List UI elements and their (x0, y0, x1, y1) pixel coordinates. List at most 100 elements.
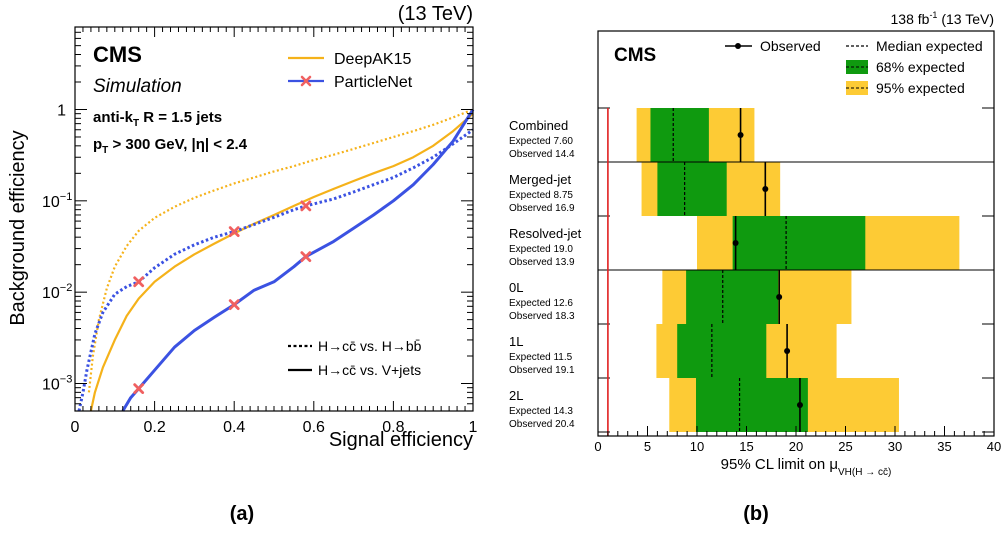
limit-chart: 138 fb-1 (13 TeV) 0 5 10 15 20 25 30 35 40 Combi… (509, 10, 1001, 525)
x-tick-label: 0.2 (143, 419, 165, 436)
limit-axis-ticks: 0 5 10 15 20 25 30 35 40 (594, 426, 1001, 454)
limit-x-tick-label: 20 (789, 439, 803, 454)
y-tick-label: 1 (57, 102, 66, 119)
limit-x-tick-label: 15 (739, 439, 753, 454)
band68-2l (696, 378, 808, 432)
particlenet-marker-4 (228, 299, 240, 311)
category-expected-combined: Expected 7.60 (509, 136, 573, 147)
category-expected-0l: Expected 12.6 (509, 298, 573, 309)
roc-curves (77, 108, 475, 412)
particlenet-marker-stroke (228, 226, 240, 238)
observed-point-2l (796, 402, 803, 408)
limit-lines (598, 107, 994, 436)
limit-x-tick-label: 40 (987, 439, 1001, 454)
particlenet-marker-stroke (228, 299, 240, 311)
y-tick-label: 10−2 (42, 282, 72, 302)
y-tick-label-base: 10 (42, 285, 60, 302)
lumi-label-b: (13 TeV) (937, 11, 994, 27)
y-tick-label-base: 10 (42, 377, 60, 394)
legend-particlenet-label: ParticleNet (334, 74, 413, 91)
y-tick-label-exp: −3 (60, 374, 73, 386)
jet-label-sub: T (133, 118, 139, 129)
cut-label-rest: > 300 GeV, |η| < 2.4 (108, 136, 247, 153)
x-tick-label: 0.8 (382, 419, 404, 436)
limit-x-tick-label: 0 (594, 439, 601, 454)
particlenet-marker-2 (300, 200, 312, 212)
jet-label: anti-kT R = 1.5 jets (93, 109, 222, 129)
limit-x-tick-label: 5 (644, 439, 651, 454)
band68-merged-jet (657, 162, 727, 216)
category-name-combined: Combined (509, 118, 568, 133)
cut-label-sub: T (102, 145, 108, 156)
legend-68-label: 68% expected (876, 59, 965, 75)
y-tick-label-exp: −1 (60, 191, 73, 203)
jet-label-rest: R = 1.5 jets (139, 109, 222, 126)
caption-a: (a) (230, 503, 254, 525)
particlenet-marker-stroke (133, 383, 145, 394)
energy-label: (13 TeV) (398, 3, 473, 25)
observed-point-0l (776, 294, 783, 300)
limit-x-tick-label: 30 (888, 439, 902, 454)
x-tick-label: 0.4 (223, 419, 245, 436)
category-expected-merged-jet: Expected 8.75 (509, 190, 573, 201)
roc-curve-particlenet-dotted (77, 128, 474, 412)
particlenet-marker-3 (133, 383, 145, 394)
jet-label-main: anti-k (93, 109, 134, 126)
category-observed-0l: Observed 18.3 (509, 311, 575, 322)
x-tick-label: 0 (71, 419, 80, 436)
observed-point-combined (737, 132, 744, 138)
particlenet-marker-stroke (300, 251, 312, 263)
limit-x-axis-title: 95% CL limit on μVH(H → cc̄) (721, 456, 892, 478)
band68-resolved-jet (732, 216, 866, 270)
category-name-merged-jet: Merged-jet (509, 172, 572, 187)
legend-95-label: 95% expected (876, 80, 965, 96)
limit-x-axis-title-sub: VH(H → cc̄) (838, 467, 891, 478)
category-observed-1l: Observed 19.1 (509, 365, 575, 376)
band68-1l (677, 324, 767, 378)
legend-observed-label: Observed (760, 38, 821, 54)
legend-hcc-vs-hbb: H→cc̄ vs. H→bb̄ (318, 338, 422, 354)
lumi-label-a: 138 fb (891, 11, 930, 27)
category-observed-2l: Observed 20.4 (509, 419, 575, 430)
limit-x-axis-title-main: 95% CL limit on μ (721, 456, 838, 473)
category-name-2l: 2L (509, 388, 523, 403)
observed-point-merged-jet (762, 186, 769, 192)
limit-x-tick-label: 10 (690, 439, 704, 454)
particlenet-marker-1 (228, 226, 240, 238)
particlenet-marker-stroke (133, 276, 145, 288)
simulation-label: Simulation (93, 76, 182, 97)
cms-label-b: CMS (614, 45, 656, 66)
category-name-resolved-jet: Resolved-jet (509, 226, 582, 241)
category-name-1l: 1L (509, 334, 523, 349)
cms-label: CMS (93, 42, 142, 67)
limit-x-tick-label: 25 (838, 439, 852, 454)
legend-particlenet-marker (300, 75, 312, 87)
category-expected-1l: Expected 11.5 (509, 352, 573, 363)
lumi-label: 138 fb-1 (13 TeV) (891, 10, 995, 27)
x-axis-title: Signal efficiency (329, 429, 473, 451)
category-expected-2l: Expected 14.3 (509, 406, 573, 417)
limit-x-tick-label: 35 (937, 439, 951, 454)
y-tick-label-exp: −2 (60, 282, 73, 294)
legend-observed-marker (735, 43, 741, 49)
particlenet-marker-stroke (300, 200, 312, 212)
category-expected-resolved-jet: Expected 19.0 (509, 244, 573, 255)
caption-b: (b) (743, 503, 769, 525)
particlenet-marker-0 (133, 276, 145, 288)
y-axis-title: Background efficiency (7, 130, 29, 325)
band68-combined (650, 108, 709, 162)
category-labels: Combined Expected 7.60 Observed 14.4 Merged… (509, 118, 582, 430)
observed-point-resolved-jet (732, 240, 739, 246)
particlenet-marker-5 (300, 251, 312, 263)
y-tick-label: 10−1 (42, 191, 72, 211)
category-observed-resolved-jet: Observed 13.9 (509, 257, 575, 268)
cut-label: pT > 300 GeV, |η| < 2.4 (93, 136, 248, 156)
category-observed-merged-jet: Observed 16.9 (509, 203, 575, 214)
legend-deepak15-label: DeepAK15 (334, 51, 411, 68)
band68-0l (686, 270, 779, 324)
roc-curve-deepak15-dotted (87, 108, 474, 393)
category-name-0l: 0L (509, 280, 523, 295)
legend-hcc-vs-vjets: H→cc̄ vs. V+jets (318, 362, 421, 378)
cut-label-p: p (93, 136, 102, 153)
